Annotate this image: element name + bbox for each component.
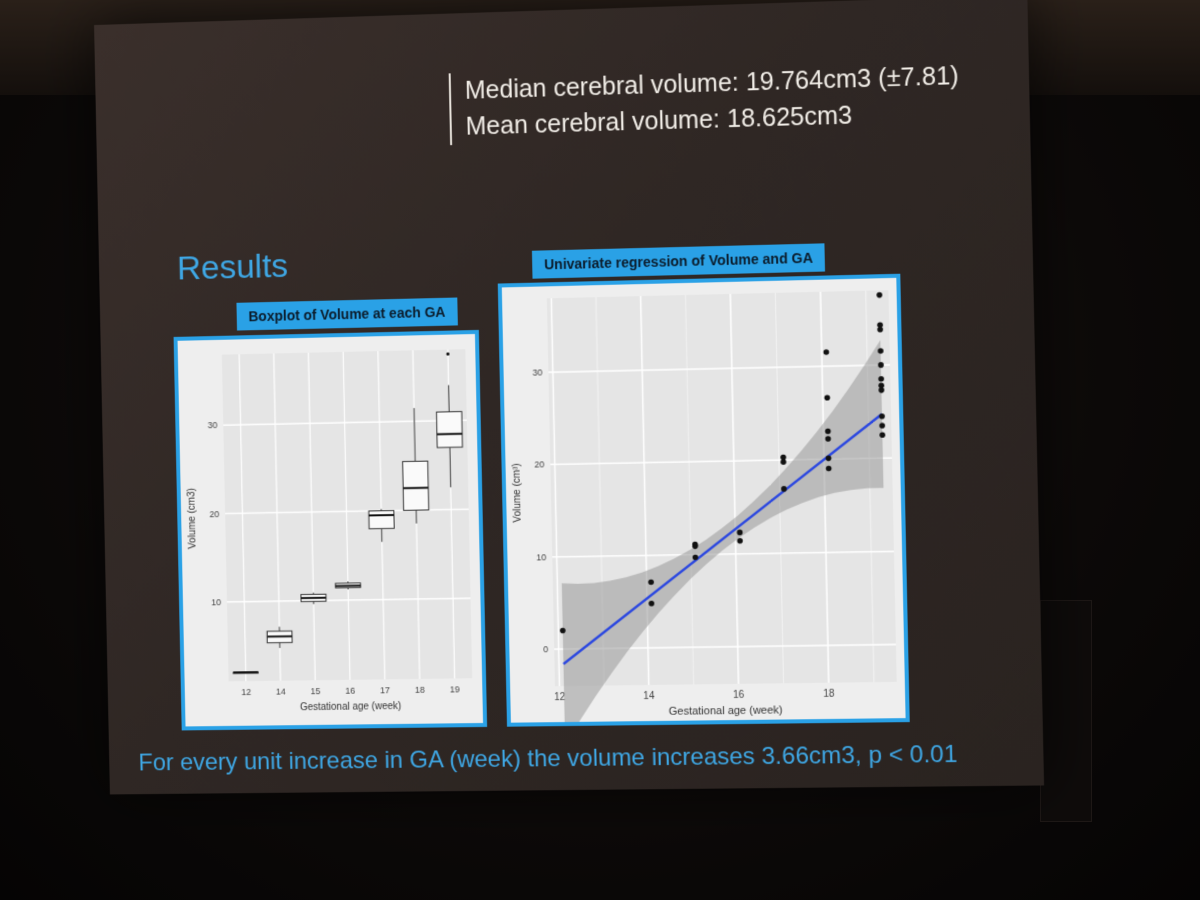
y-axis-label: Volume (cm³) — [511, 463, 523, 522]
x-tick-label: 14 — [276, 687, 286, 697]
box — [403, 461, 429, 510]
box — [369, 511, 394, 529]
boxplot-title: Boxplot of Volume at each GA — [236, 298, 457, 331]
y-tick-label: 10 — [536, 552, 546, 562]
boxplot-chart: 10 20 30 12 14 15 16 17 18 19 Gestational age (wee… — [178, 334, 483, 726]
y-tick-label: 20 — [534, 460, 544, 470]
regression-title: Univariate regression of Volume and GA — [532, 243, 825, 278]
x-axis-label: Gestational age (week) — [300, 701, 401, 713]
results-heading: Results — [177, 247, 289, 288]
box — [437, 412, 463, 448]
projection-screen: Median cerebral volume: 19.764cm3 (±7.81… — [94, 0, 1044, 794]
x-tick-label: 18 — [415, 685, 425, 695]
y-tick-label: 30 — [208, 420, 218, 430]
x-tick-label: 16 — [733, 690, 745, 701]
median-line — [437, 434, 462, 435]
x-tick-label: 14 — [643, 691, 655, 702]
x-tick-label: 19 — [450, 684, 460, 694]
podium-object — [1040, 600, 1092, 822]
y-tick-label: 10 — [211, 597, 221, 607]
x-tick-label: 12 — [241, 687, 251, 697]
x-tick-label: 18 — [823, 689, 835, 700]
y-axis-label: Volume (cm3) — [186, 488, 198, 549]
y-tick-label: 20 — [209, 509, 219, 519]
boxplot-panel: 10 20 30 12 14 15 16 17 18 19 Gestational age (wee… — [174, 330, 488, 731]
y-tick-label: 30 — [532, 367, 542, 377]
x-axis-label: Gestational age (week) — [669, 704, 783, 717]
regression-chart: 010203012 14 16 18Gestational age (week)Vol… — [502, 278, 906, 723]
stats-block: Median cerebral volume: 19.764cm3 (±7.81… — [449, 58, 960, 145]
regression-footnote: For every unit increase in GA (week) the… — [138, 741, 958, 778]
whisker-upper — [449, 385, 450, 412]
x-tick-label: 15 — [310, 686, 320, 696]
y-tick-label: 0 — [543, 644, 548, 654]
x-tick-label: 17 — [380, 685, 390, 695]
regression-panel: 0 10 20 30 12 14 16 18 Gestational age (week) Vol… — [498, 274, 910, 727]
x-tick-label: 16 — [345, 686, 355, 696]
